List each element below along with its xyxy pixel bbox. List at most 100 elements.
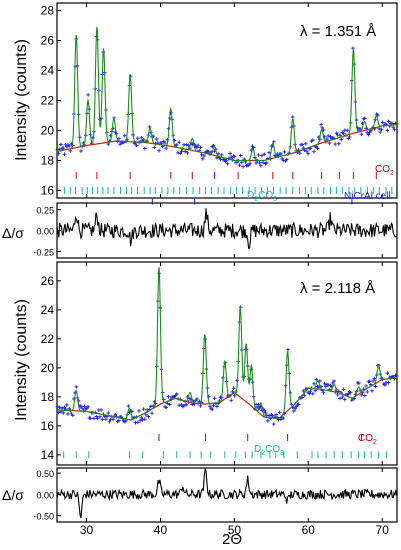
observed-point — [195, 397, 199, 401]
observed-point — [225, 161, 230, 166]
observed-point — [57, 405, 62, 410]
observed-point — [248, 161, 252, 166]
observed-point — [255, 405, 260, 410]
panel-top-diff: -0.25 0.00 0.25 — [33, 202, 398, 259]
observed-point — [106, 142, 111, 146]
observed-point — [296, 402, 301, 407]
phase-label-nicral-top: NiCrAl cell — [344, 191, 391, 202]
observed-point — [215, 404, 219, 409]
ylabel-bottom: Intensity (counts) — [13, 299, 30, 421]
panel-top-main: 16 18 20 22 24 26 28 — [41, 2, 399, 205]
observed-point — [292, 409, 296, 413]
observed-point — [257, 161, 262, 165]
calculated-curve — [57, 267, 397, 420]
observed-point — [307, 391, 312, 396]
observed-point — [198, 404, 203, 408]
observed-point — [135, 136, 140, 141]
observed-point — [326, 134, 330, 138]
observed-point — [60, 406, 64, 410]
observed-point — [385, 128, 390, 133]
observed-point — [210, 407, 215, 412]
observed-point — [308, 389, 313, 393]
ylabel-diff-top: Δ/σ — [2, 225, 24, 241]
y-tick-label: 22 — [41, 332, 55, 346]
observed-point — [164, 146, 168, 150]
observed-point — [339, 137, 343, 142]
observed-point — [363, 116, 367, 121]
observed-point — [331, 381, 335, 385]
observed-point — [230, 389, 235, 394]
observed-point — [301, 389, 306, 393]
observed-point — [138, 418, 142, 423]
observed-point — [378, 130, 383, 134]
observed-point — [176, 151, 180, 155]
y-tick-label: 28 — [41, 4, 55, 18]
observed-point — [266, 419, 270, 423]
y-tick-label: 26 — [41, 34, 55, 48]
ylabel-diff-bottom: Δ/σ — [2, 487, 24, 503]
phase-label-d2co3-bottom: D2CO3 — [254, 444, 284, 457]
observed-point — [184, 402, 189, 407]
observed-point — [261, 160, 265, 165]
observed-point — [117, 418, 121, 423]
observed-point — [184, 142, 189, 147]
observed-point — [319, 122, 323, 127]
observed-point — [346, 392, 351, 396]
observed-point — [229, 398, 234, 403]
observed-point — [211, 403, 216, 408]
y-tick-label: 0.00 — [36, 227, 54, 237]
panel-bottom-diff: -0.50 0.00 0.50 — [33, 467, 398, 523]
observed-point — [338, 396, 342, 401]
observed-point — [164, 405, 168, 410]
observed-point — [237, 163, 242, 167]
observed-point — [357, 381, 361, 386]
observed-point — [66, 412, 70, 416]
panel-bottom-main: 14 16 18 20 22 24 26 — [41, 261, 399, 466]
y-tick-label: 20 — [41, 124, 55, 138]
observed-point — [79, 149, 83, 153]
x-tick-label: 40 — [154, 523, 168, 537]
observed-point — [62, 152, 67, 156]
observed-point — [258, 163, 263, 168]
observed-point — [262, 152, 267, 157]
observed-point — [347, 135, 352, 139]
wavelength-annotation-bottom: λ = 2.118 Å — [300, 280, 375, 297]
y-tick-label: 18 — [41, 390, 55, 404]
observed-point — [282, 150, 287, 154]
observed-point — [379, 127, 384, 132]
observed-point — [61, 146, 66, 150]
y-tick-label: 24 — [41, 64, 55, 78]
observed-point — [359, 132, 364, 137]
observed-point — [137, 409, 141, 413]
observed-point — [306, 151, 310, 156]
y-tick-label: 24 — [41, 303, 55, 317]
observed-point — [126, 404, 131, 408]
observed-point — [327, 141, 332, 145]
y-tick-label: 0.00 — [36, 490, 54, 500]
observed-point — [311, 392, 315, 396]
observed-point — [363, 393, 367, 398]
observed-point — [232, 393, 237, 398]
observed-point — [86, 405, 90, 409]
phase-label-co2-top: CO2 — [375, 164, 394, 177]
y-tick-label: 0.50 — [36, 469, 54, 479]
observed-point — [157, 148, 161, 153]
observed-point — [302, 393, 307, 398]
observed-point — [370, 389, 374, 393]
observed-point — [377, 126, 381, 131]
observed-point — [167, 402, 172, 407]
wavelength-annotation-top: λ = 1.351 Å — [300, 23, 376, 40]
observed-point — [380, 120, 385, 125]
observed-point — [337, 141, 341, 146]
observed-point — [56, 151, 61, 156]
observed-point — [332, 379, 336, 383]
observed-point — [111, 417, 115, 422]
observed-point — [322, 381, 327, 386]
phase-label-d2co3-top: D2CO3 — [247, 190, 277, 203]
observed-point — [56, 410, 61, 415]
observed-point — [320, 126, 325, 130]
observed-point — [371, 379, 375, 383]
observed-point — [150, 411, 154, 415]
y-tick-label: -0.50 — [33, 512, 54, 522]
